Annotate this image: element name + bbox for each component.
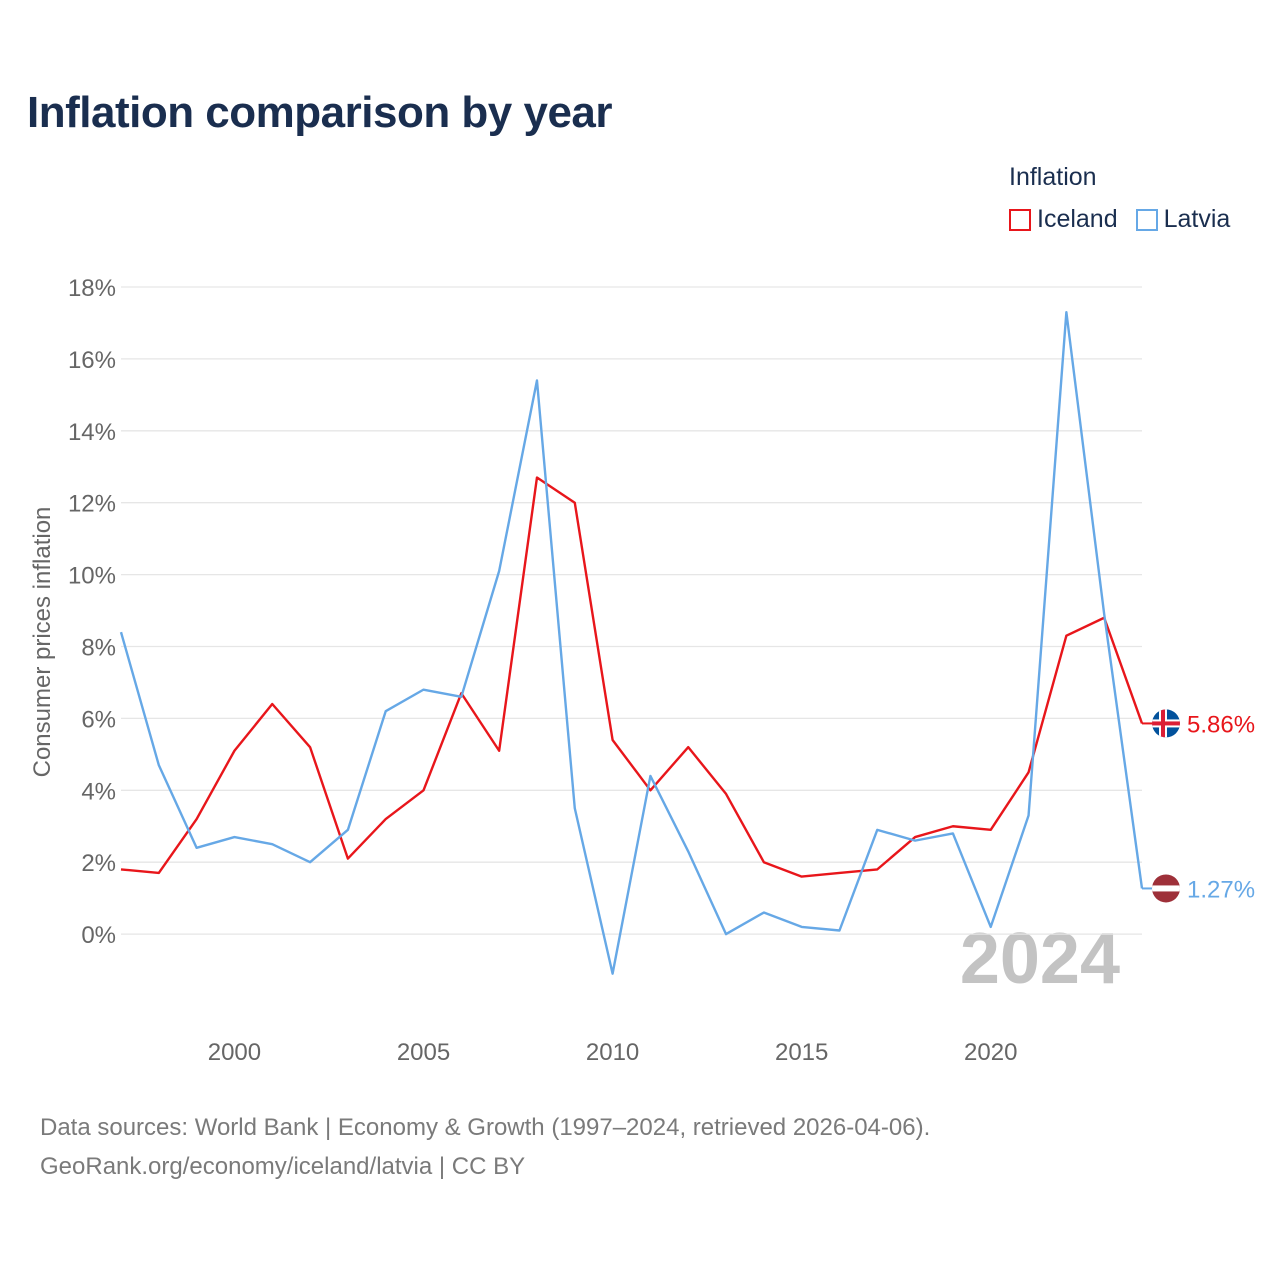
legend-title: Inflation (1009, 163, 1097, 191)
legend: Iceland Latvia (1009, 205, 1248, 234)
iceland-flag-icon (1152, 709, 1180, 738)
legend-swatch-latvia (1135, 208, 1158, 231)
legend-label-iceland: Iceland (1037, 205, 1118, 233)
y-tick-label: 16% (68, 347, 116, 374)
y-tick-label: 0% (81, 922, 116, 949)
y-tick-label: 12% (68, 491, 116, 518)
end-value-label-latvia: 1.27% (1187, 876, 1255, 903)
y-tick-label: 6% (81, 706, 116, 733)
legend-label-latvia: Latvia (1163, 205, 1231, 233)
y-tick-label: 4% (81, 778, 116, 805)
end-value-label-iceland: 5.86% (1187, 711, 1255, 738)
y-tick-label: 8% (81, 635, 116, 662)
series-line-latvia[interactable] (119, 310, 1144, 975)
x-tick-label: 2010 (586, 1039, 639, 1066)
y-axis-label: Consumer prices inflation (29, 507, 56, 778)
x-tick-label: 2015 (775, 1039, 828, 1066)
year-watermark: 2024 (960, 919, 1120, 999)
chart-title: Inflation comparison by year (27, 88, 613, 137)
y-tick-label: 14% (68, 419, 116, 446)
legend-item-iceland[interactable]: Iceland (1009, 205, 1118, 234)
latvia-flag-icon (1152, 874, 1180, 903)
y-tick-label: 2% (81, 850, 116, 877)
legend-swatch-iceland (1009, 208, 1031, 231)
x-tick-label: 2005 (397, 1039, 450, 1066)
y-tick-label: 10% (68, 563, 116, 590)
x-tick-label: 2020 (964, 1039, 1017, 1066)
x-tick-label: 2000 (208, 1039, 261, 1066)
series-line-iceland[interactable] (120, 476, 1144, 878)
source-line-2[interactable]: GeoRank.org/economy/iceland/latvia | CC … (40, 1153, 526, 1180)
source-line-1: Data sources: World Bank | Economy & Gro… (40, 1114, 931, 1141)
source-note: Data sources: World Bank | Economy & Gro… (40, 1108, 930, 1186)
legend-item-latvia[interactable]: Latvia (1135, 205, 1231, 234)
y-tick-label: 18% (68, 275, 116, 302)
